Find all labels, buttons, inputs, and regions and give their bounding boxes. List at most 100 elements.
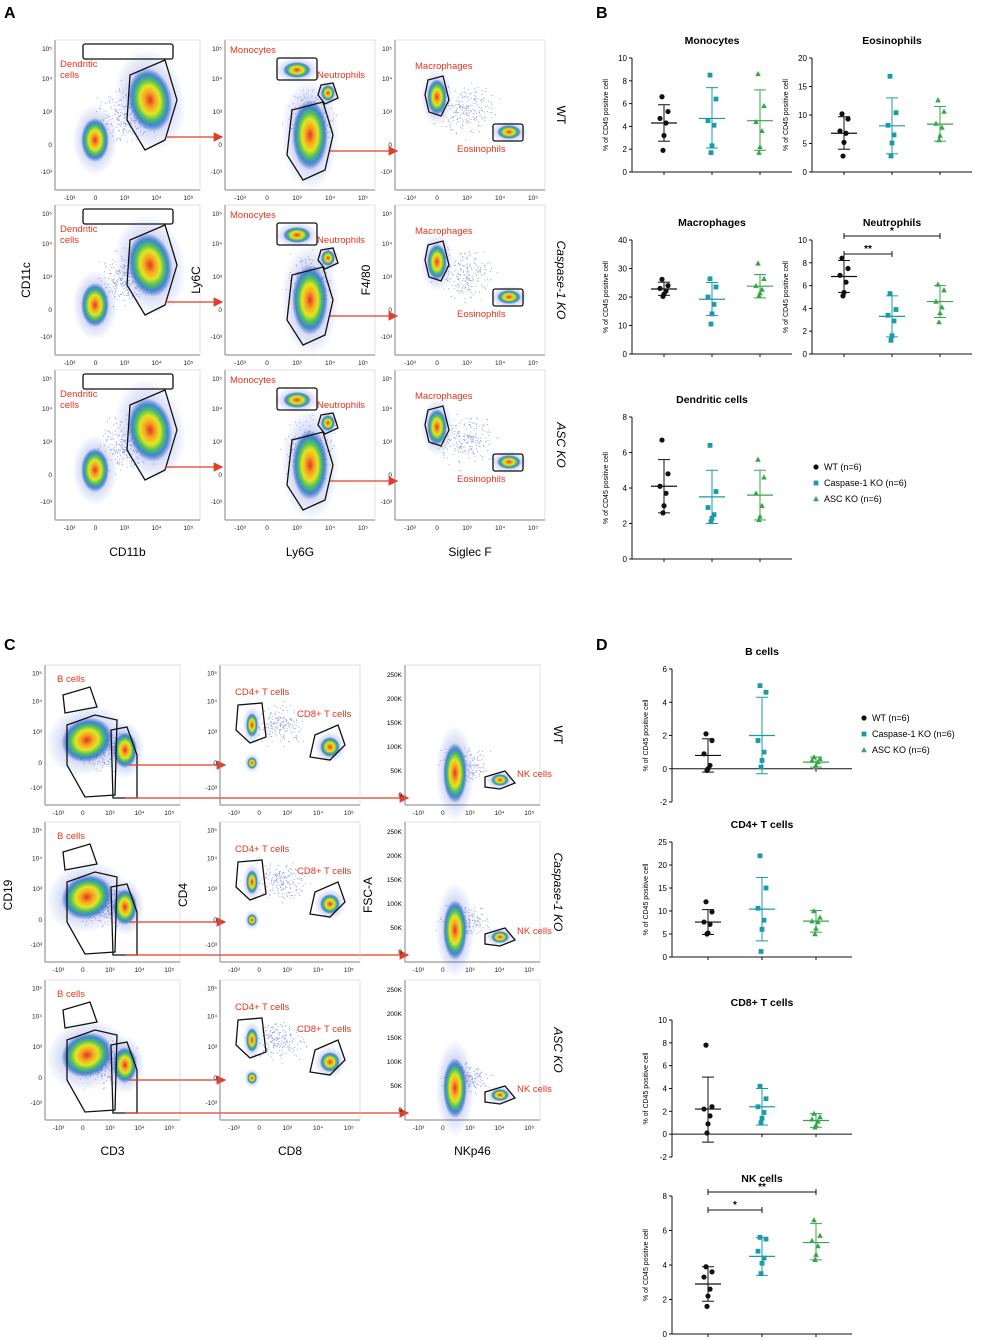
data-point bbox=[753, 282, 759, 289]
tick-label: 10⁵ bbox=[524, 1125, 534, 1132]
gate-label-eosinophils: Eosinophils bbox=[457, 474, 506, 485]
series-asc-ko-n-6- bbox=[927, 281, 953, 325]
tick-label: 10⁵ bbox=[183, 525, 193, 532]
tick-label: 0 bbox=[38, 1075, 42, 1082]
plot-frame bbox=[394, 39, 546, 191]
tick-label: 10⁵ bbox=[207, 670, 217, 677]
gate-label-nk-cells: NK cells bbox=[517, 1084, 552, 1095]
data-point bbox=[811, 1110, 817, 1116]
data-point bbox=[843, 279, 849, 285]
tick-label: 10⁵ bbox=[164, 967, 174, 974]
series-caspase-1-ko-n-6- bbox=[749, 853, 775, 954]
data-point bbox=[704, 931, 710, 937]
tick-label: 10⁴ bbox=[313, 810, 323, 817]
tick-label: 0 bbox=[94, 360, 98, 367]
tick-label: 10³ bbox=[33, 729, 43, 736]
data-point bbox=[812, 1124, 818, 1130]
data-point bbox=[753, 490, 759, 496]
y-axis-label-c-1: CD19 bbox=[1, 879, 15, 910]
series-asc-ko-n-6- bbox=[803, 1217, 829, 1263]
tick-label: -10³ bbox=[234, 195, 246, 202]
tick-label: 10⁵ bbox=[382, 211, 392, 218]
panel-letter-a: A bbox=[4, 5, 16, 22]
gate-label-neutrophils: Neutrophils bbox=[317, 235, 365, 246]
tick-label: 10⁵ bbox=[212, 211, 222, 218]
tick-label: 10³ bbox=[383, 109, 393, 116]
data-point bbox=[891, 318, 897, 324]
y-tick-label: 30 bbox=[618, 265, 627, 274]
data-point bbox=[709, 909, 715, 915]
legend-label: WT (n=6) bbox=[872, 713, 910, 723]
density-population bbox=[497, 455, 521, 469]
tick-label: 10⁴ bbox=[382, 76, 392, 83]
data-point bbox=[701, 1274, 707, 1280]
data-point bbox=[939, 124, 945, 130]
tick-label: 10⁴ bbox=[325, 360, 335, 367]
panel-letter-b: B bbox=[596, 5, 608, 22]
tick-label: 10⁵ bbox=[207, 827, 217, 834]
gate-label-cd8: CD8+ T cells bbox=[297, 1024, 352, 1035]
data-point bbox=[755, 905, 761, 911]
gate-label-cells: cells bbox=[60, 70, 79, 81]
sig-label: ** bbox=[864, 244, 872, 255]
legend-label: Caspase-1 KO (n=6) bbox=[872, 729, 955, 739]
flow-plot-a-r2-c3: Macrophages Eosinophils -10³ 0 10³ 10⁴ 10⁵ 10⁵ 1… bbox=[380, 204, 568, 367]
gate-cd4-t-cells bbox=[235, 702, 267, 744]
density-population bbox=[491, 931, 509, 943]
tick-label: 10⁵ bbox=[32, 827, 42, 834]
tick-label: 0 bbox=[441, 967, 445, 974]
data-point bbox=[885, 312, 891, 318]
tick-label: 250K bbox=[387, 987, 403, 994]
tick-label: 10⁴ bbox=[134, 810, 144, 817]
data-point bbox=[888, 337, 894, 343]
gate-label-b-cells: B cells bbox=[57, 989, 85, 1000]
density-population bbox=[283, 392, 311, 408]
gate-macrophages bbox=[424, 240, 450, 282]
y-tick-label: 15 bbox=[658, 884, 667, 893]
legends: WT (n=6)Caspase-1 KO (n=6)ASC KO (n=6)WT… bbox=[813, 462, 955, 755]
density-population bbox=[247, 1072, 257, 1084]
chart-eosinophils: Eosinophils 0 5 10 15 20 % of CD45 positive ce… bbox=[783, 35, 972, 177]
tick-label: 50K bbox=[390, 768, 402, 775]
gate-b-cells bbox=[62, 1001, 98, 1029]
tick-label: -10³ bbox=[205, 785, 217, 792]
data-point bbox=[665, 471, 671, 477]
data-point bbox=[809, 1237, 815, 1244]
data-point bbox=[713, 489, 719, 494]
gate-cd11b-high bbox=[126, 389, 178, 481]
tick-label: 0 bbox=[257, 810, 261, 817]
tick-label: 10³ bbox=[462, 360, 472, 367]
tick-label: 10⁴ bbox=[494, 967, 504, 974]
tick-label: -10³ bbox=[234, 525, 246, 532]
tick-label: 10⁴ bbox=[134, 967, 144, 974]
data-point bbox=[660, 147, 666, 153]
plot-frame bbox=[394, 369, 546, 521]
data-point bbox=[885, 122, 891, 128]
y-tick-label: 6 bbox=[623, 100, 628, 109]
tick-label: 10³ bbox=[462, 195, 472, 202]
data-point bbox=[705, 1121, 711, 1127]
tick-label: 10⁴ bbox=[42, 241, 52, 248]
y-tick-label: 10 bbox=[618, 54, 627, 63]
chart-dendritic-cells: Dendritic cells 0 2 4 6 8 % of CD45 positive c… bbox=[603, 394, 792, 564]
tick-label: -10³ bbox=[380, 499, 392, 506]
tick-label: 10⁴ bbox=[151, 195, 161, 202]
tick-label: 10⁵ bbox=[528, 360, 538, 367]
gate-nk-cells bbox=[484, 927, 517, 947]
tick-label: 0 bbox=[213, 760, 217, 767]
data-point bbox=[888, 153, 894, 159]
data-point bbox=[889, 333, 895, 339]
y-tick-label: 25 bbox=[658, 838, 667, 847]
data-point bbox=[660, 293, 666, 300]
tick-label: 0 bbox=[435, 525, 439, 532]
gate-label-eosinophils: Eosinophils bbox=[457, 144, 506, 155]
gate-b-cells bbox=[62, 686, 98, 714]
data-point bbox=[837, 128, 843, 134]
y-tick-label: 4 bbox=[663, 1085, 668, 1094]
row-label-c-2: Caspase-1 KO bbox=[551, 853, 565, 932]
x-axis-label-a-1: CD11b bbox=[109, 545, 146, 559]
tick-label: -10³ bbox=[40, 334, 52, 341]
y-axis-label: % of CD45 positive cell bbox=[603, 452, 610, 524]
